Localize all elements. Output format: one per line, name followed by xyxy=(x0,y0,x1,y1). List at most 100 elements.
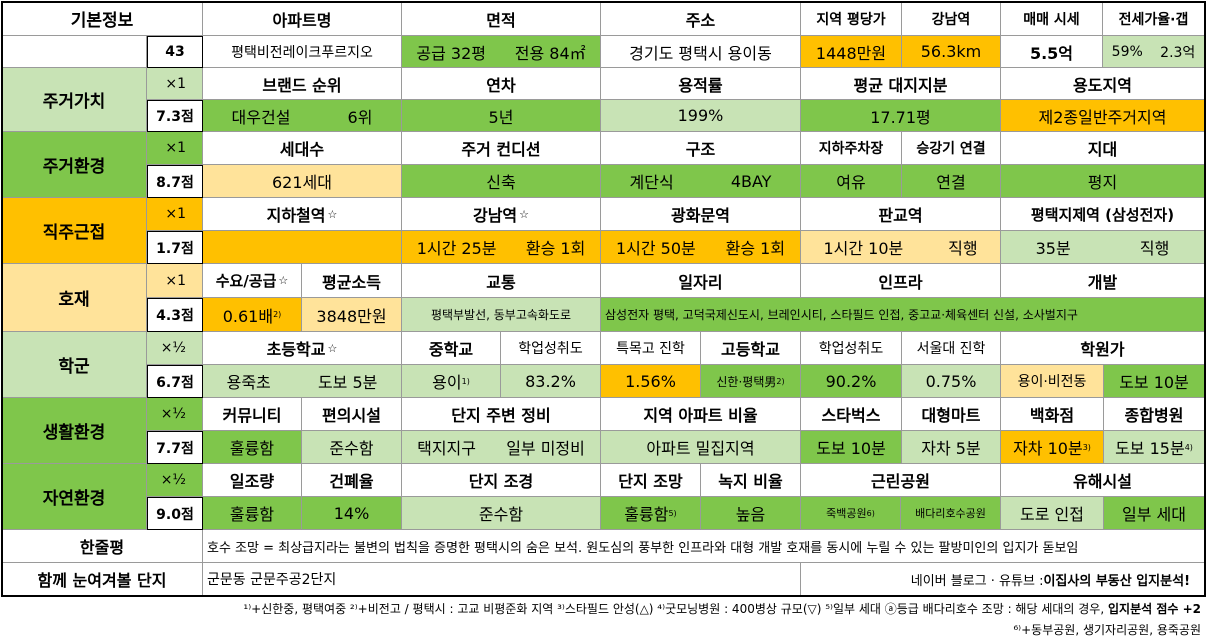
basic-count: 43 xyxy=(147,36,203,68)
pangyo-mode: 직행 xyxy=(948,239,978,258)
academy-walk: 도보 10분 xyxy=(1104,365,1205,398)
header-supply: 수요/공급 ☆ xyxy=(203,264,302,298)
income-value: 3848만원 xyxy=(302,298,402,332)
bcr-value: 14% xyxy=(302,497,402,530)
header-far: 용적률 xyxy=(601,68,801,100)
snu-value: 0.75% xyxy=(902,365,1001,398)
gangnam-commute-value: 1시간 25분 환승 1회 xyxy=(402,231,601,264)
header-price-per-pyeong: 지역 평당가 xyxy=(801,2,902,36)
header-green: 녹지 비율 xyxy=(701,464,801,497)
basic-spacer xyxy=(2,36,147,68)
header-area: 면적 xyxy=(402,2,601,36)
header-jije: 평택지제역 (삼성전자) xyxy=(1001,198,1205,231)
development-weight: ×1 xyxy=(147,264,203,298)
star-icon: ☆ xyxy=(519,207,530,221)
view-footnote: 5) xyxy=(668,508,677,518)
elementary-value: 용죽초 도보 5분 xyxy=(203,365,402,398)
header-surround: 단지 주변 정비 xyxy=(402,398,601,431)
jeonse-value: 59% 2.3억 xyxy=(1103,36,1205,68)
commute-score: 1.7점 xyxy=(147,231,203,264)
header-gangnam-distance: 강남역 xyxy=(902,2,1001,36)
footnote-line-1: ¹⁾+신한중, 평택여중 ²⁾+비전고 / 평택시 : 고교 비평준화 지역 ³… xyxy=(243,600,1201,617)
jeonse-ratio: 59% xyxy=(1111,43,1143,60)
category-living-env-label: 주거환경 xyxy=(2,132,147,198)
apt-name: 평택비전레이크푸르지오 xyxy=(203,36,402,68)
header-terrain: 지대 xyxy=(1001,132,1205,165)
structure-type: 계단식 xyxy=(629,173,674,192)
header-zoning: 용도지역 xyxy=(1001,68,1205,100)
community-value: 훌륭함 xyxy=(203,431,302,464)
commute-weight: ×1 xyxy=(147,198,203,231)
header-land-share: 평균 대지지분 xyxy=(801,68,1001,100)
middle-value: 용이 1) xyxy=(402,365,501,398)
header-subway: 지하철역 ☆ xyxy=(203,198,402,231)
high-footnote: 2) xyxy=(776,376,785,386)
life-env-score: 7.7점 xyxy=(147,431,203,464)
header-age: 연차 xyxy=(402,68,601,100)
star-icon: ☆ xyxy=(278,274,289,287)
hospital-time: 도보 15분 xyxy=(1115,439,1185,458)
transport-value: 평택부발선, 동부고속화도로 xyxy=(402,298,601,332)
blog-name: 이집사의 부동산 입지분석! xyxy=(1043,573,1190,589)
sunlight-value: 훌륭함 xyxy=(203,497,302,530)
jije-commute-value: 35분 직행 xyxy=(1001,231,1205,264)
header-supply-text: 수요/공급 xyxy=(215,272,277,290)
supply-ratio: 0.61배 xyxy=(222,306,274,326)
pangyo-commute-value: 1시간 10분 직행 xyxy=(801,231,1001,264)
elementary-walk: 도보 5분 xyxy=(317,373,378,392)
header-park: 근린공원 xyxy=(801,464,1001,497)
department-value: 자차 10분 3) xyxy=(1001,431,1104,464)
star-icon: ☆ xyxy=(327,207,338,221)
middle-name: 용이 xyxy=(432,373,462,392)
park-b-value: 배다리호수공원 xyxy=(901,497,1001,530)
header-dev: 개발 xyxy=(1001,264,1205,298)
elementary-name: 용죽초 xyxy=(226,373,271,392)
park-a-name: 죽백공원 xyxy=(826,507,867,520)
header-bcr: 건폐율 xyxy=(302,464,402,497)
header-income: 평균소득 xyxy=(302,264,402,298)
elevator-value: 연결 xyxy=(902,165,1001,198)
gangnam-time: 1시간 25분 xyxy=(416,239,497,258)
supply-footnote: 2) xyxy=(273,310,282,319)
header-academy: 학원가 xyxy=(1001,332,1205,365)
subway-value xyxy=(203,231,402,264)
sale-price: 5.5억 xyxy=(1001,36,1103,68)
header-hospital: 종합병원 xyxy=(1104,398,1205,431)
header-brand: 브랜드 순위 xyxy=(203,68,402,100)
category-life-env-label: 생활환경 xyxy=(2,398,147,464)
pangyo-time: 1시간 10분 xyxy=(823,239,904,258)
price-per-pyeong: 1448만원 xyxy=(801,36,902,68)
category-school-label: 학군 xyxy=(2,332,147,398)
category-nature-label: 자연환경 xyxy=(2,464,147,530)
gwanghwamun-transfer: 환승 1회 xyxy=(725,239,786,258)
life-env-weight: ×½ xyxy=(147,398,203,431)
far-value: 199% xyxy=(601,100,801,132)
header-middle: 중학교 xyxy=(402,332,501,365)
header-structure: 구조 xyxy=(601,132,801,165)
header-high-achievement: 학업성취도 xyxy=(801,332,902,365)
header-starbucks: 스타벅스 xyxy=(801,398,902,431)
header-department: 백화점 xyxy=(1001,398,1104,431)
development-score: 4.3점 xyxy=(147,298,203,332)
header-infra: 인프라 xyxy=(801,264,1001,298)
jeonse-gap: 2.3억 xyxy=(1160,44,1196,61)
jije-time: 35분 xyxy=(1035,239,1071,258)
header-elevator: 승강기 연결 xyxy=(902,132,1001,165)
footnote-bonus: 입지분석 점수 +2 xyxy=(1107,602,1201,616)
header-gwanghwamun: 광화문역 xyxy=(601,198,801,231)
blog-prefix: 네이버 블로그 · 유튜브 : xyxy=(910,573,1044,589)
surround-type: 택지지구 xyxy=(417,439,476,458)
header-gangnam-text: 강남역 xyxy=(472,206,518,225)
surround-status: 일부 미정비 xyxy=(506,439,585,458)
living-env-score: 8.7점 xyxy=(147,165,203,198)
hospital-footnote: 4) xyxy=(1184,442,1193,452)
gwanghwamun-time: 1시간 50분 xyxy=(615,239,696,258)
header-jeonse-ratio: 전세가율·갭 xyxy=(1103,2,1205,36)
header-address: 주소 xyxy=(601,2,801,36)
header-sunlight: 일조량 xyxy=(203,464,302,497)
high-achievement: 90.2% xyxy=(801,365,902,398)
star-icon: ☆ xyxy=(327,341,338,355)
address: 경기도 평택시 용이동 xyxy=(601,36,801,68)
age-value: 5년 xyxy=(402,100,601,132)
department-footnote: 3) xyxy=(1082,442,1091,452)
